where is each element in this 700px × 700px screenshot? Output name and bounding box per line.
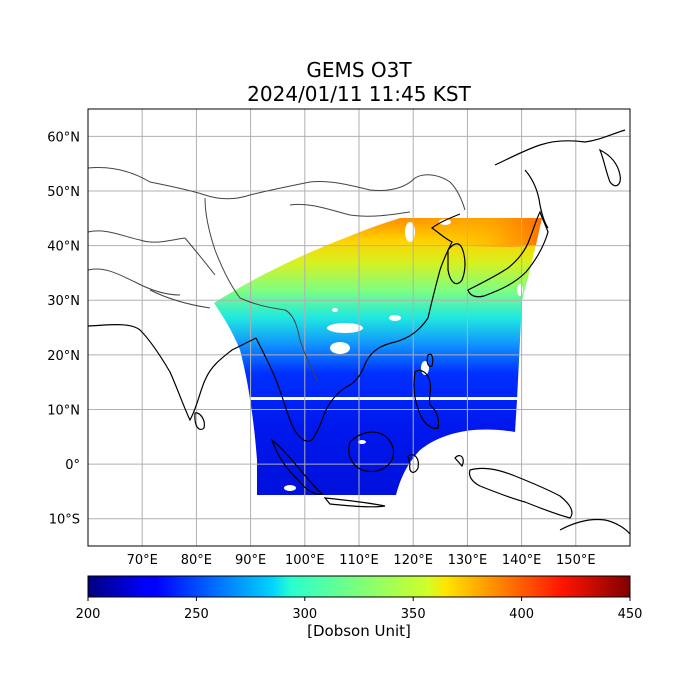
colorbar-ticks: 200 250 300 350 400 450 [76,597,643,622]
lon-tick-label: 90°E [235,553,266,568]
lat-tick-label: 10°S [49,513,80,528]
colorbar-tick-label: 350 [401,607,426,622]
coastlines [88,129,630,535]
colorbar-tick-label: 250 [184,607,209,622]
lon-tick-label: 120°E [393,553,433,568]
colorbar [87,575,631,598]
lon-tick-label: 100°E [285,553,325,568]
map-subtitle: 2024/01/11 11:45 KST [247,82,471,106]
lon-tick-label: 140°E [502,553,542,568]
borders [88,167,466,383]
colorbar-tick-label: 200 [76,607,101,622]
gridlines [88,109,630,546]
lon-tick-label: 150°E [556,553,596,568]
colorbar-tick-label: 300 [292,607,317,622]
lat-tick-label: 0° [65,458,80,473]
map-title: GEMS O3T [306,58,412,82]
lat-tick-label: 40°N [47,240,80,255]
ozone-swath [214,218,542,495]
lat-tick-label: 20°N [47,349,80,364]
lon-tick-label: 70°E [127,553,158,568]
longitude-ticks: 70°E 80°E 90°E 100°E 110°E 120°E 130°E 140°E 150… [127,553,596,568]
lat-tick-label: 50°N [47,185,80,200]
colorbar-tick-label: 400 [509,607,534,622]
colorbar-label: [Dobson Unit] [307,622,411,640]
lat-tick-label: 30°N [47,294,80,309]
lon-tick-label: 130°E [448,553,488,568]
lon-tick-label: 110°E [339,553,379,568]
lat-tick-label: 60°N [47,130,80,145]
map-frame [87,108,631,547]
colorbar-tick-label: 450 [618,607,643,622]
latitude-ticks: 60°N 50°N 40°N 30°N 20°N 10°N 0° 10°S [47,130,80,527]
lon-tick-label: 80°E [181,553,212,568]
lat-tick-label: 10°N [47,403,80,418]
